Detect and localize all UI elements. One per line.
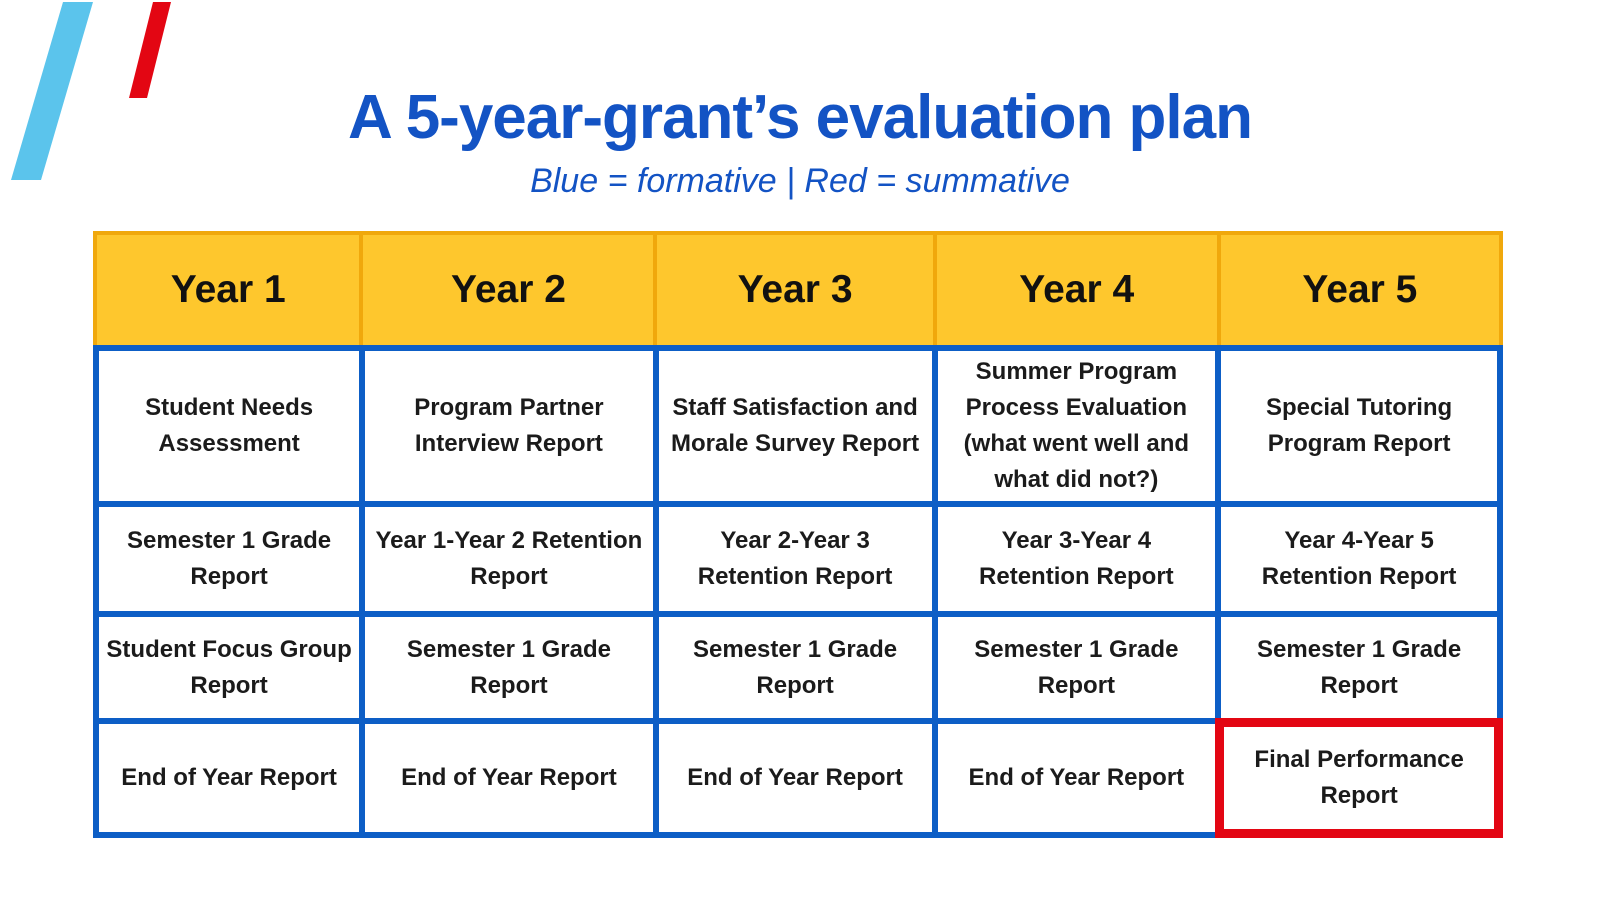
table-cell-r3c3: Semester 1 Grade Report: [658, 617, 932, 718]
evaluation-plan-table: Year 1 Year 2 Year 3 Year 4 Year 5 Stude…: [93, 231, 1503, 838]
table-cell-r4c3: End of Year Report: [658, 724, 932, 832]
table-cell-r3c1: Student Focus Group Report: [99, 617, 360, 718]
table-cell-r2c5: Year 4-Year 5 Retention Report: [1221, 507, 1497, 611]
table-cell-r2c3: Year 2-Year 3 Retention Report: [658, 507, 932, 611]
table-cell-r4c4: End of Year Report: [937, 724, 1216, 832]
table-cell-r3c2: Semester 1 Grade Report: [365, 617, 653, 718]
table-cell-r3c4: Semester 1 Grade Report: [937, 617, 1216, 718]
header-year-5: Year 5: [1220, 235, 1499, 345]
table-cell-r2c1: Semester 1 Grade Report: [99, 507, 360, 611]
page-title: A 5-year-grant’s evaluation plan: [348, 83, 1253, 152]
table-cell-r4c2: End of Year Report: [365, 724, 653, 832]
final-report-label: Final Performance Report: [1254, 746, 1464, 809]
table-cell-r1c5: Special Tutoring Program Report: [1221, 351, 1497, 501]
table-cell-r1c1: Student Needs Assessment: [99, 351, 360, 501]
table-header-row: Year 1 Year 2 Year 3 Year 4 Year 5: [93, 231, 1503, 345]
table-cell-r3c5: Semester 1 Grade Report: [1221, 617, 1497, 718]
light-blue-slash-icon: [11, 2, 93, 180]
header-year-1: Year 1: [97, 235, 360, 345]
legend-subtitle: Blue = formative | Red = summative: [530, 162, 1070, 200]
red-slash-icon: [129, 2, 171, 98]
table-body: Student Needs Assessment Program Partner…: [93, 345, 1503, 838]
header-year-4: Year 4: [936, 235, 1217, 345]
table-cell-r2c2: Year 1-Year 2 Retention Report: [365, 507, 653, 611]
table-cell-r2c4: Year 3-Year 4 Retention Report: [937, 507, 1216, 611]
header-year-3: Year 3: [657, 235, 933, 345]
decorative-slashes: [11, 2, 171, 180]
table-cell-r4c1: End of Year Report: [99, 724, 360, 832]
table-cell-r1c2: Program Partner Interview Report: [365, 351, 653, 501]
table-cell-r4c5-final: Final Performance Report: [1215, 718, 1503, 838]
header-year-2: Year 2: [363, 235, 654, 345]
table-cell-r1c4: Summer Program Process Evaluation (what …: [937, 351, 1216, 501]
table-cell-r1c3: Staff Satisfaction and Morale Survey Rep…: [658, 351, 932, 501]
summative-highlight-border: Final Performance Report: [1215, 718, 1503, 838]
